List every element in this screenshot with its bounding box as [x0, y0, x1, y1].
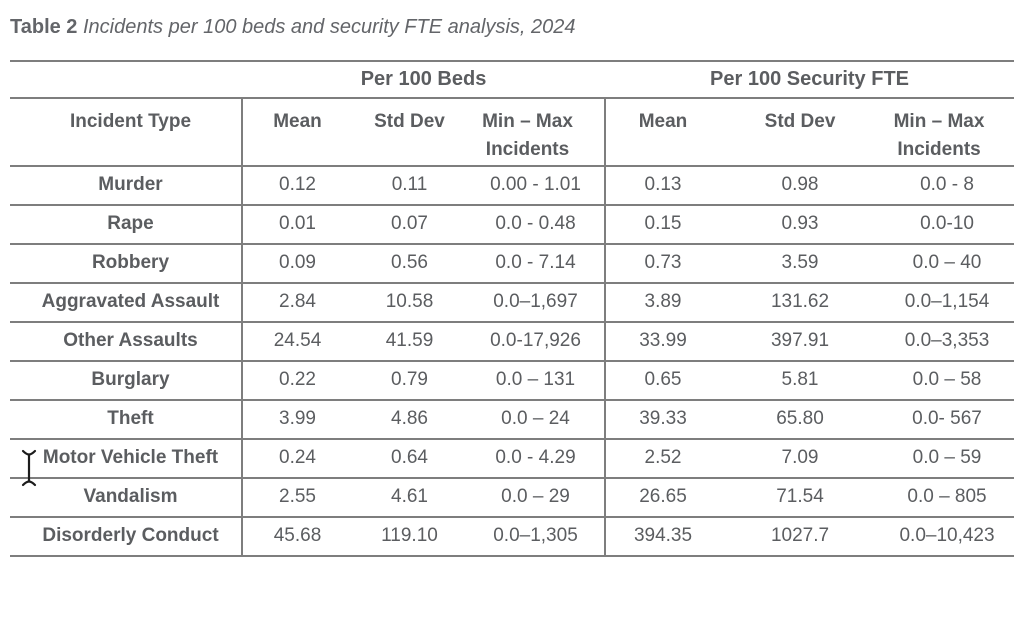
text-cursor-icon — [21, 449, 37, 487]
beds-range-cell: 0.0-17,926 — [467, 322, 606, 362]
beds-mean-cell: 2.84 — [241, 283, 352, 323]
table-row-theft: Theft 3.99 4.86 0.0 – 24 39.33 65.80 0.0… — [10, 400, 1015, 440]
fte-range-cell: 0.0 - 8 — [880, 166, 1015, 206]
beds-mean-cell: 2.55 — [241, 478, 352, 518]
incident-type-cell: Disorderly Conduct — [10, 517, 242, 557]
beds-stddev-cell: 119.10 — [352, 517, 467, 557]
fte-stddev-cell: 397.91 — [720, 322, 881, 362]
fte-mean-cell: 39.33 — [604, 400, 721, 440]
beds-stddev-cell: 0.07 — [352, 205, 467, 245]
table-row-murder: Murder 0.12 0.11 0.00 - 1.01 0.13 0.98 0… — [10, 166, 1015, 206]
table-caption-text: Incidents per 100 beds and security FTE … — [83, 16, 576, 38]
fte-stddev-cell: 0.93 — [720, 205, 881, 245]
beds-mean-cell: 0.01 — [241, 205, 352, 245]
beds-range-cell: 0.0–1,697 — [467, 283, 606, 323]
group-header-row: Per 100 Beds Per 100 Security FTE — [10, 60, 1015, 99]
beds-mean-cell: 0.09 — [241, 244, 352, 284]
fte-mean-cell: 26.65 — [604, 478, 721, 518]
table-caption: Table 2 Incidents per 100 beds and secur… — [10, 16, 576, 39]
fte-range-cell: 0.0–1,154 — [880, 283, 1015, 323]
incident-type-cell: Motor Vehicle Theft — [10, 439, 242, 479]
fte-mean-cell: 3.89 — [604, 283, 721, 323]
col-header-beds-mean: Mean — [241, 98, 352, 167]
beds-stddev-cell: 0.79 — [352, 361, 467, 401]
fte-stddev-cell: 5.81 — [720, 361, 881, 401]
table-row-motor-vehicle-theft: Motor Vehicle Theft 0.24 0.64 0.0 - 4.29… — [10, 439, 1015, 479]
fte-mean-cell: 2.52 — [604, 439, 721, 479]
fte-stddev-cell: 1027.7 — [720, 517, 881, 557]
beds-range-cell: 0.0 - 0.48 — [467, 205, 606, 245]
beds-mean-cell: 0.24 — [241, 439, 352, 479]
group-header-beds: Per 100 Beds — [242, 60, 606, 99]
fte-stddev-cell: 0.98 — [720, 166, 881, 206]
incident-type-cell: Rape — [10, 205, 242, 245]
fte-range-cell: 0.0 – 805 — [880, 478, 1015, 518]
beds-mean-cell: 45.68 — [241, 517, 352, 557]
col-header-beds-stddev: Std Dev — [352, 98, 467, 167]
beds-stddev-cell: 0.56 — [352, 244, 467, 284]
col-header-fte-stddev: Std Dev — [720, 98, 881, 167]
fte-stddev-cell: 71.54 — [720, 478, 881, 518]
fte-mean-cell: 0.13 — [604, 166, 721, 206]
group-header-fte: Per 100 Security FTE — [605, 60, 1015, 99]
beds-stddev-cell: 10.58 — [352, 283, 467, 323]
beds-range-cell: 0.00 - 1.01 — [467, 166, 606, 206]
col-header-incident-type: Incident Type — [10, 98, 242, 167]
table-row-rape: Rape 0.01 0.07 0.0 - 0.48 0.15 0.93 0.0-… — [10, 205, 1015, 245]
incident-type-cell: Vandalism — [10, 478, 242, 518]
beds-stddev-cell: 0.64 — [352, 439, 467, 479]
incident-type-cell: Theft — [10, 400, 242, 440]
table-row-vandalism: Vandalism 2.55 4.61 0.0 – 29 26.65 71.54… — [10, 478, 1015, 518]
fte-mean-cell: 33.99 — [604, 322, 721, 362]
beds-range-cell: 0.0 – 131 — [467, 361, 606, 401]
table-row-other-assaults: Other Assaults 24.54 41.59 0.0-17,926 33… — [10, 322, 1015, 362]
fte-range-cell: 0.0- 567 — [880, 400, 1015, 440]
fte-stddev-cell: 131.62 — [720, 283, 881, 323]
incident-type-cell: Robbery — [10, 244, 242, 284]
fte-mean-cell: 0.73 — [604, 244, 721, 284]
fte-range-cell: 0.0–3,353 — [880, 322, 1015, 362]
fte-range-cell: 0.0–10,423 — [880, 517, 1015, 557]
column-header-row: Incident Type Mean Std Dev Min – Max Inci… — [10, 98, 1015, 167]
beds-range-cell: 0.0 - 7.14 — [467, 244, 606, 284]
table-row-burglary: Burglary 0.22 0.79 0.0 – 131 0.65 5.81 0… — [10, 361, 1015, 401]
incident-type-cell: Aggravated Assault — [10, 283, 242, 323]
fte-stddev-cell: 3.59 — [720, 244, 881, 284]
beds-mean-cell: 0.12 — [241, 166, 352, 206]
fte-range-cell: 0.0 – 40 — [880, 244, 1015, 284]
col-header-fte-mean: Mean — [604, 98, 721, 167]
fte-range-cell: 0.0 – 58 — [880, 361, 1015, 401]
col-header-beds-minmax: Min – Max Incidents — [467, 98, 606, 167]
beds-range-cell: 0.0 - 4.29 — [467, 439, 606, 479]
fte-range-cell: 0.0 – 59 — [880, 439, 1015, 479]
group-header-spacer — [10, 60, 242, 99]
fte-mean-cell: 0.65 — [604, 361, 721, 401]
fte-mean-cell: 0.15 — [604, 205, 721, 245]
table-row-aggravated-assault: Aggravated Assault 2.84 10.58 0.0–1,697 … — [10, 283, 1015, 323]
beds-mean-cell: 24.54 — [241, 322, 352, 362]
beds-mean-cell: 3.99 — [241, 400, 352, 440]
table-row-robbery: Robbery 0.09 0.56 0.0 - 7.14 0.73 3.59 0… — [10, 244, 1015, 284]
beds-stddev-cell: 41.59 — [352, 322, 467, 362]
beds-stddev-cell: 4.86 — [352, 400, 467, 440]
incidents-table: Per 100 Beds Per 100 Security FTE Incide… — [10, 60, 1015, 557]
table-number-label: Table 2 — [10, 16, 78, 38]
fte-mean-cell: 394.35 — [604, 517, 721, 557]
beds-range-cell: 0.0 – 24 — [467, 400, 606, 440]
incident-type-cell: Murder — [10, 166, 242, 206]
incident-type-cell: Burglary — [10, 361, 242, 401]
beds-range-cell: 0.0–1,305 — [467, 517, 606, 557]
beds-stddev-cell: 4.61 — [352, 478, 467, 518]
beds-range-cell: 0.0 – 29 — [467, 478, 606, 518]
fte-stddev-cell: 7.09 — [720, 439, 881, 479]
table-row-disorderly-conduct: Disorderly Conduct 45.68 119.10 0.0–1,30… — [10, 517, 1015, 557]
col-header-fte-minmax: Min – Max Incidents — [880, 98, 1015, 167]
beds-mean-cell: 0.22 — [241, 361, 352, 401]
incident-type-cell: Other Assaults — [10, 322, 242, 362]
fte-stddev-cell: 65.80 — [720, 400, 881, 440]
beds-stddev-cell: 0.11 — [352, 166, 467, 206]
fte-range-cell: 0.0-10 — [880, 205, 1015, 245]
